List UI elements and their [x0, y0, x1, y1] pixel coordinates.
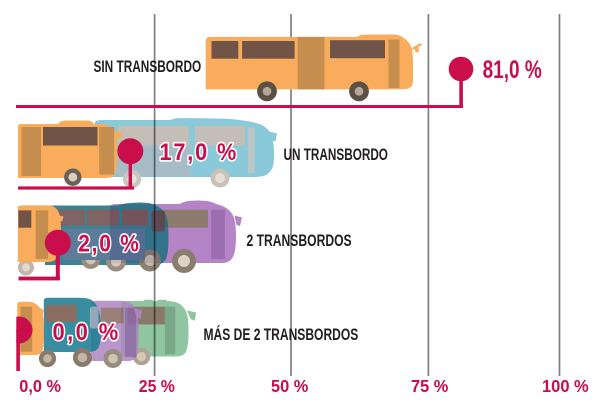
svg-text:75 %: 75 %: [411, 375, 448, 396]
svg-text:50 %: 50 %: [271, 375, 308, 396]
svg-text:UN TRANSBORDO: UN TRANSBORDO: [284, 146, 388, 164]
svg-text:MÁS DE 2 TRANSBORDOS: MÁS DE 2 TRANSBORDOS: [204, 325, 359, 344]
svg-text:17,0 %: 17,0 %: [160, 138, 239, 165]
svg-text:0,0 %: 0,0 %: [19, 375, 61, 396]
svg-text:0,0 %: 0,0 %: [53, 318, 121, 345]
svg-text:100 %: 100 %: [542, 375, 589, 396]
svg-text:2 TRANSBORDOS: 2 TRANSBORDOS: [247, 232, 352, 250]
svg-text:25 %: 25 %: [139, 376, 175, 396]
svg-text:81,0 %: 81,0 %: [483, 56, 542, 84]
svg-text:2,0 %: 2,0 %: [78, 231, 140, 257]
svg-text:SIN TRANSBORDO: SIN TRANSBORDO: [94, 58, 202, 76]
